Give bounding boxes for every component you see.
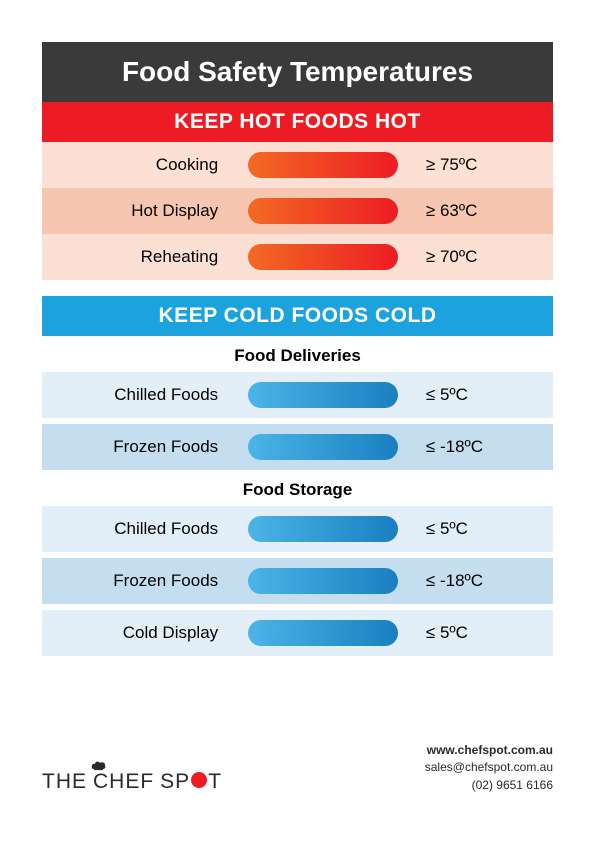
- cold-label: Frozen Foods: [42, 437, 236, 457]
- cold-temp: ≤ 5ºC: [410, 385, 553, 405]
- chef-hat-icon: [90, 759, 108, 771]
- hot-label: Cooking: [42, 155, 236, 175]
- hot-temp: ≥ 75ºC: [410, 155, 553, 175]
- hot-bar-cell: [236, 152, 410, 178]
- cold-temp-bar: [248, 434, 398, 460]
- logo-the: THE: [42, 770, 87, 794]
- cold-row: Frozen Foods ≤ -18ºC: [42, 558, 553, 604]
- cold-row: Chilled Foods ≤ 5ºC: [42, 506, 553, 552]
- cold-row: Chilled Foods ≤ 5ºC: [42, 372, 553, 418]
- cold-sections: Food Deliveries Chilled Foods ≤ 5ºC Frozen …: [42, 336, 553, 656]
- contact-block: www.chefspot.com.au sales@chefspot.com.a…: [425, 742, 553, 794]
- cold-bar-cell: [236, 568, 410, 594]
- hot-temp-bar: [248, 152, 398, 178]
- hot-label: Hot Display: [42, 201, 236, 221]
- hot-bar-cell: [236, 198, 410, 224]
- logo-chef-wrap: CHEF: [93, 770, 154, 794]
- cold-temp-bar: [248, 382, 398, 408]
- hot-row: Hot Display ≥ 63ºC: [42, 188, 553, 234]
- hot-bar-cell: [236, 244, 410, 270]
- cold-label: Chilled Foods: [42, 519, 236, 539]
- cold-section-header: KEEP COLD FOODS COLD: [42, 296, 553, 336]
- cold-bar-cell: [236, 516, 410, 542]
- cold-bar-cell: [236, 434, 410, 460]
- cold-label: Frozen Foods: [42, 571, 236, 591]
- hot-temp-bar: [248, 198, 398, 224]
- cold-temp: ≤ 5ºC: [410, 519, 553, 539]
- cold-temp: ≤ 5ºC: [410, 623, 553, 643]
- poster-container: Food Safety Temperatures KEEP HOT FOODS …: [0, 0, 595, 656]
- hot-row: Cooking ≥ 75ºC: [42, 142, 553, 188]
- hot-temp-bar: [248, 244, 398, 270]
- hot-rows: Cooking ≥ 75ºC Hot Display ≥ 63ºC Reheating ≥…: [42, 142, 553, 280]
- cold-temp-bar: [248, 568, 398, 594]
- hot-label: Reheating: [42, 247, 236, 267]
- cold-temp-bar: [248, 620, 398, 646]
- cold-label: Chilled Foods: [42, 385, 236, 405]
- cold-subheader: Food Deliveries: [42, 336, 553, 372]
- logo-sp: SP: [160, 770, 190, 794]
- phone: (02) 9651 6166: [425, 777, 553, 794]
- footer: THE CHEF SP T www.chefspot.com.au sales@c…: [42, 742, 553, 794]
- cold-temp-bar: [248, 516, 398, 542]
- cold-row: Cold Display ≤ 5ºC: [42, 610, 553, 656]
- page-title: Food Safety Temperatures: [42, 42, 553, 102]
- cold-subheader: Food Storage: [42, 470, 553, 506]
- logo: THE CHEF SP T: [42, 770, 222, 794]
- hot-row: Reheating ≥ 70ºC: [42, 234, 553, 280]
- cold-label: Cold Display: [42, 623, 236, 643]
- cold-bar-cell: [236, 620, 410, 646]
- cold-row: Frozen Foods ≤ -18ºC: [42, 424, 553, 470]
- cold-temp: ≤ -18ºC: [410, 437, 553, 457]
- hot-section-header: KEEP HOT FOODS HOT: [42, 102, 553, 142]
- logo-t: T: [208, 770, 222, 794]
- cold-temp: ≤ -18ºC: [410, 571, 553, 591]
- cold-bar-cell: [236, 382, 410, 408]
- logo-dot-icon: [191, 772, 207, 788]
- hot-temp: ≥ 63ºC: [410, 201, 553, 221]
- hot-temp: ≥ 70ºC: [410, 247, 553, 267]
- website: www.chefspot.com.au: [425, 742, 553, 759]
- logo-chef-text: CHEF: [93, 770, 154, 793]
- email: sales@chefspot.com.au: [425, 759, 553, 776]
